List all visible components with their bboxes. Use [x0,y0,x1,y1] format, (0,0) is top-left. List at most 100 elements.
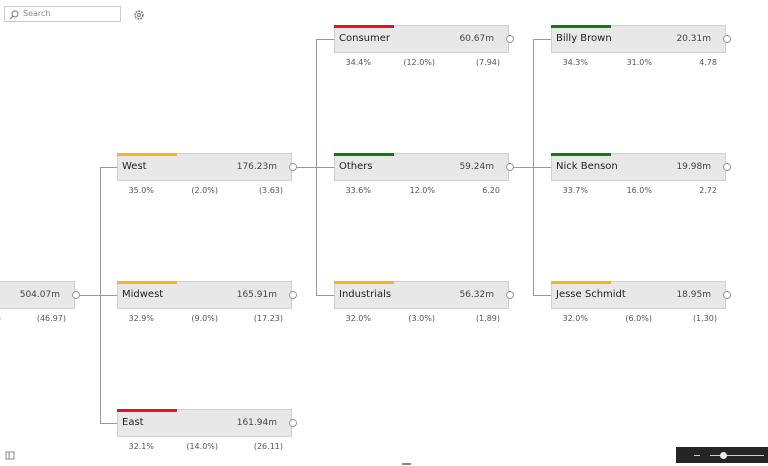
connector [100,423,117,424]
expand-button[interactable] [506,163,514,171]
bottom-handle [402,463,411,465]
node-metric: (17.23) [253,314,283,323]
node-metric: (26.11) [253,442,283,451]
tree-node[interactable]: Midwest 165.91m [117,281,297,309]
node-metric: 32.1% [128,442,154,451]
node-value: 504.07m [19,290,60,300]
node-metric: 16.0% [626,186,652,195]
node-metric: (12.0%) [403,58,435,67]
connector [533,39,551,40]
status-bar [334,281,394,284]
connector [100,295,117,296]
status-bar [551,153,611,156]
tree-node[interactable]: East 161.94m [117,409,297,437]
node-metric: 12.0% [409,186,435,195]
node-metric: (6.0%) [625,314,652,323]
search-box[interactable]: Search [4,6,121,22]
node-metric: ) [0,314,1,323]
connector [533,295,551,296]
tree-node[interactable]: West 176.23m [117,153,297,181]
expand-button[interactable] [289,291,297,299]
node-metric: (9.0%) [191,314,218,323]
expand-button[interactable] [506,35,514,43]
node-value: 176.23m [236,162,277,172]
node-value: 56.32m [459,290,494,300]
connector [75,295,100,296]
tree-node[interactable]: Nick Benson 19.98m [551,153,731,181]
node-metric: 35.0% [128,186,154,195]
node-name: East [122,417,144,428]
expand-button[interactable] [723,35,731,43]
connector [292,167,316,168]
node-metric: 2.72 [699,186,717,195]
node-metric: 32.0% [345,314,371,323]
tree-node[interactable]: Industrials 56.32m [334,281,514,309]
node-metric: (7.94) [475,58,500,67]
node-value: 161.94m [236,418,277,428]
connector [316,167,334,168]
connector [316,295,334,296]
connector [509,167,533,168]
node-name: Nick Benson [556,161,618,172]
node-value: 60.67m [459,34,494,44]
status-bar [117,409,177,412]
node-metric: (14.0%) [186,442,218,451]
tree-node[interactable]: Consumer 60.67m [334,25,514,53]
connector [100,167,117,168]
tree-node[interactable]: Others 59.24m [334,153,514,181]
node-metric: 4.78 [699,58,717,67]
connector [316,39,334,40]
search-icon [9,10,19,20]
node-name: West [122,161,147,172]
node-value: 20.31m [676,34,711,44]
zoom-track [710,455,764,456]
tree-node[interactable]: Billy Brown 20.31m [551,25,731,53]
tree-node[interactable]: Jesse Schmidt 18.95m [551,281,731,309]
node-name: Consumer [339,33,390,44]
node-metric: 32.9% [128,314,154,323]
node-metric: (46.97) [36,314,66,323]
node-name: Others [339,161,373,172]
node-metric: (1.89) [475,314,500,323]
node-metric: (2.0%) [191,186,218,195]
node-metric: (3.63) [258,186,283,195]
node-metric: 31.0% [626,58,652,67]
node-value: 165.91m [236,290,277,300]
node-metric: 33.7% [562,186,588,195]
expand-button[interactable] [289,419,297,427]
node-metric: (3.0%) [408,314,435,323]
node-metric: (1.30) [692,314,717,323]
expand-button[interactable] [72,291,80,299]
node-name: Billy Brown [556,33,612,44]
zoom-out[interactable] [694,455,700,456]
tree-node[interactable]: 504.07m [0,281,80,309]
node-metric: 33.6% [345,186,371,195]
status-bar [117,281,177,284]
expand-button[interactable] [506,291,514,299]
connector [533,167,551,168]
node-metric: 32.0% [562,314,588,323]
node-value: 59.24m [459,162,494,172]
node-value: 19.98m [676,162,711,172]
expand-button[interactable] [723,163,731,171]
node-value: 18.95m [676,290,711,300]
status-bar [551,281,611,284]
status-bar [334,153,394,156]
node-metric: 6.20 [482,186,500,195]
status-bar [551,25,611,28]
expand-button[interactable] [289,163,297,171]
expand-button[interactable] [723,291,731,299]
status-bar [334,25,394,28]
zoom-control[interactable] [676,447,768,463]
node-metric: 34.3% [562,58,588,67]
node-name: Jesse Schmidt [556,289,626,300]
node-metric: 34.4% [345,58,371,67]
settings-icon[interactable] [133,9,145,21]
search-placeholder: Search [23,9,51,18]
node-name: Midwest [122,289,164,300]
zoom-thumb[interactable] [720,452,727,459]
map-icon[interactable] [5,451,15,461]
node-name: Industrials [339,289,392,300]
status-bar [117,153,177,156]
